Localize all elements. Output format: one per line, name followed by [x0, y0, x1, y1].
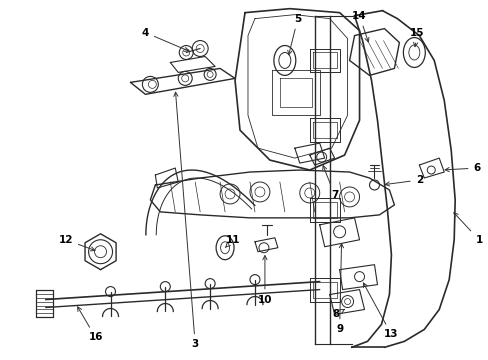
- Text: 11: 11: [225, 235, 240, 248]
- Text: 15: 15: [409, 28, 424, 47]
- Text: 1: 1: [453, 213, 482, 245]
- Text: 7: 7: [322, 166, 338, 200]
- Text: 9: 9: [335, 244, 343, 334]
- Text: 2: 2: [385, 175, 422, 186]
- Text: 8: 8: [331, 309, 344, 319]
- Text: 5: 5: [287, 14, 301, 55]
- Text: 16: 16: [78, 307, 102, 342]
- Text: 3: 3: [173, 92, 199, 349]
- Text: 12: 12: [59, 235, 95, 251]
- Text: 4: 4: [142, 28, 188, 51]
- Text: 14: 14: [351, 11, 368, 42]
- Text: 13: 13: [363, 283, 398, 339]
- Text: 10: 10: [257, 256, 272, 305]
- Text: 6: 6: [444, 163, 480, 173]
